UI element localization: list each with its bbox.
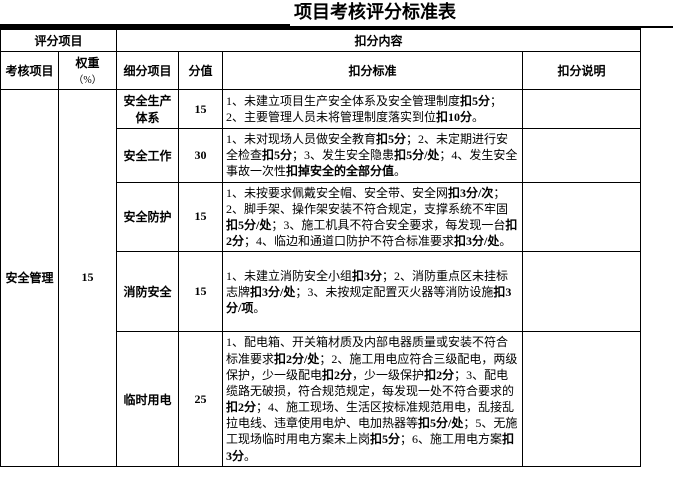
subitem-cell: 安全防护 (117, 182, 179, 252)
score-cell: 15 (179, 252, 223, 332)
title-row: 项目考核评分标准表 (0, 0, 673, 28)
group-header-deduction: 扣分内容 (117, 29, 641, 52)
note-cell (523, 90, 641, 129)
score-cell: 15 (179, 182, 223, 252)
group-header-row: 评分项目 扣分内容 (1, 29, 641, 52)
col-header-weight: 权重 （%） (59, 52, 117, 90)
score-cell: 15 (179, 90, 223, 129)
category-name-cell: 安全管理 (1, 90, 59, 467)
note-cell (523, 182, 641, 252)
score-cell: 30 (179, 129, 223, 183)
note-cell (523, 332, 641, 467)
col-header-note: 扣分说明 (523, 52, 641, 90)
criteria-cell: 1、未建立项目生产安全体系及安全管理制度扣5分； 2、主要管理人员未将管理制度落… (223, 90, 523, 129)
col-header-criteria: 扣分标准 (223, 52, 523, 90)
criteria-cell: 1、未建立消防安全小组扣3分；2、消防重点区未挂标志牌扣3分/处；3、未按规定配… (223, 252, 523, 332)
doc-title: 项目考核评分标准表 (290, 0, 673, 26)
criteria-cell: 1、未按要求佩戴安全帽、安全带、安全网扣3分/次；2、脚手架、操作架安装不符合规… (223, 182, 523, 252)
group-header-scoring: 评分项目 (1, 29, 117, 52)
note-cell (523, 129, 641, 183)
title-blank-underline (0, 24, 290, 26)
scoring-table: 评分项目 扣分内容 考核项目 权重 （%） 细分项目 分值 扣分标准 扣分说明 安… (0, 28, 641, 467)
category-weight-cell: 15 (59, 90, 117, 467)
subitem-cell: 安全生产体系 (117, 90, 179, 129)
weight-label: 权重 (76, 56, 100, 70)
col-header-category: 考核项目 (1, 52, 59, 90)
column-header-row: 考核项目 权重 （%） 细分项目 分值 扣分标准 扣分说明 (1, 52, 641, 90)
subitem-cell: 消防安全 (117, 252, 179, 332)
col-header-subitem: 细分项目 (117, 52, 179, 90)
subitem-cell: 临时用电 (117, 332, 179, 467)
subitem-cell: 安全工作 (117, 129, 179, 183)
criteria-cell: 1、配电箱、开关箱材质及内部电器质量或安装不符合标准要求扣2分/处；2、施工用电… (223, 332, 523, 467)
table-row: 安全管理 15 安全生产体系 15 1、未建立项目生产安全体系及安全管理制度扣5… (1, 90, 641, 129)
criteria-cell: 1、未对现场人员做安全教育扣5分；2、未定期进行安全检查扣5分；3、发生安全隐患… (223, 129, 523, 183)
weight-suffix: （%） (73, 75, 101, 86)
col-header-score: 分值 (179, 52, 223, 90)
score-cell: 25 (179, 332, 223, 467)
note-cell (523, 252, 641, 332)
